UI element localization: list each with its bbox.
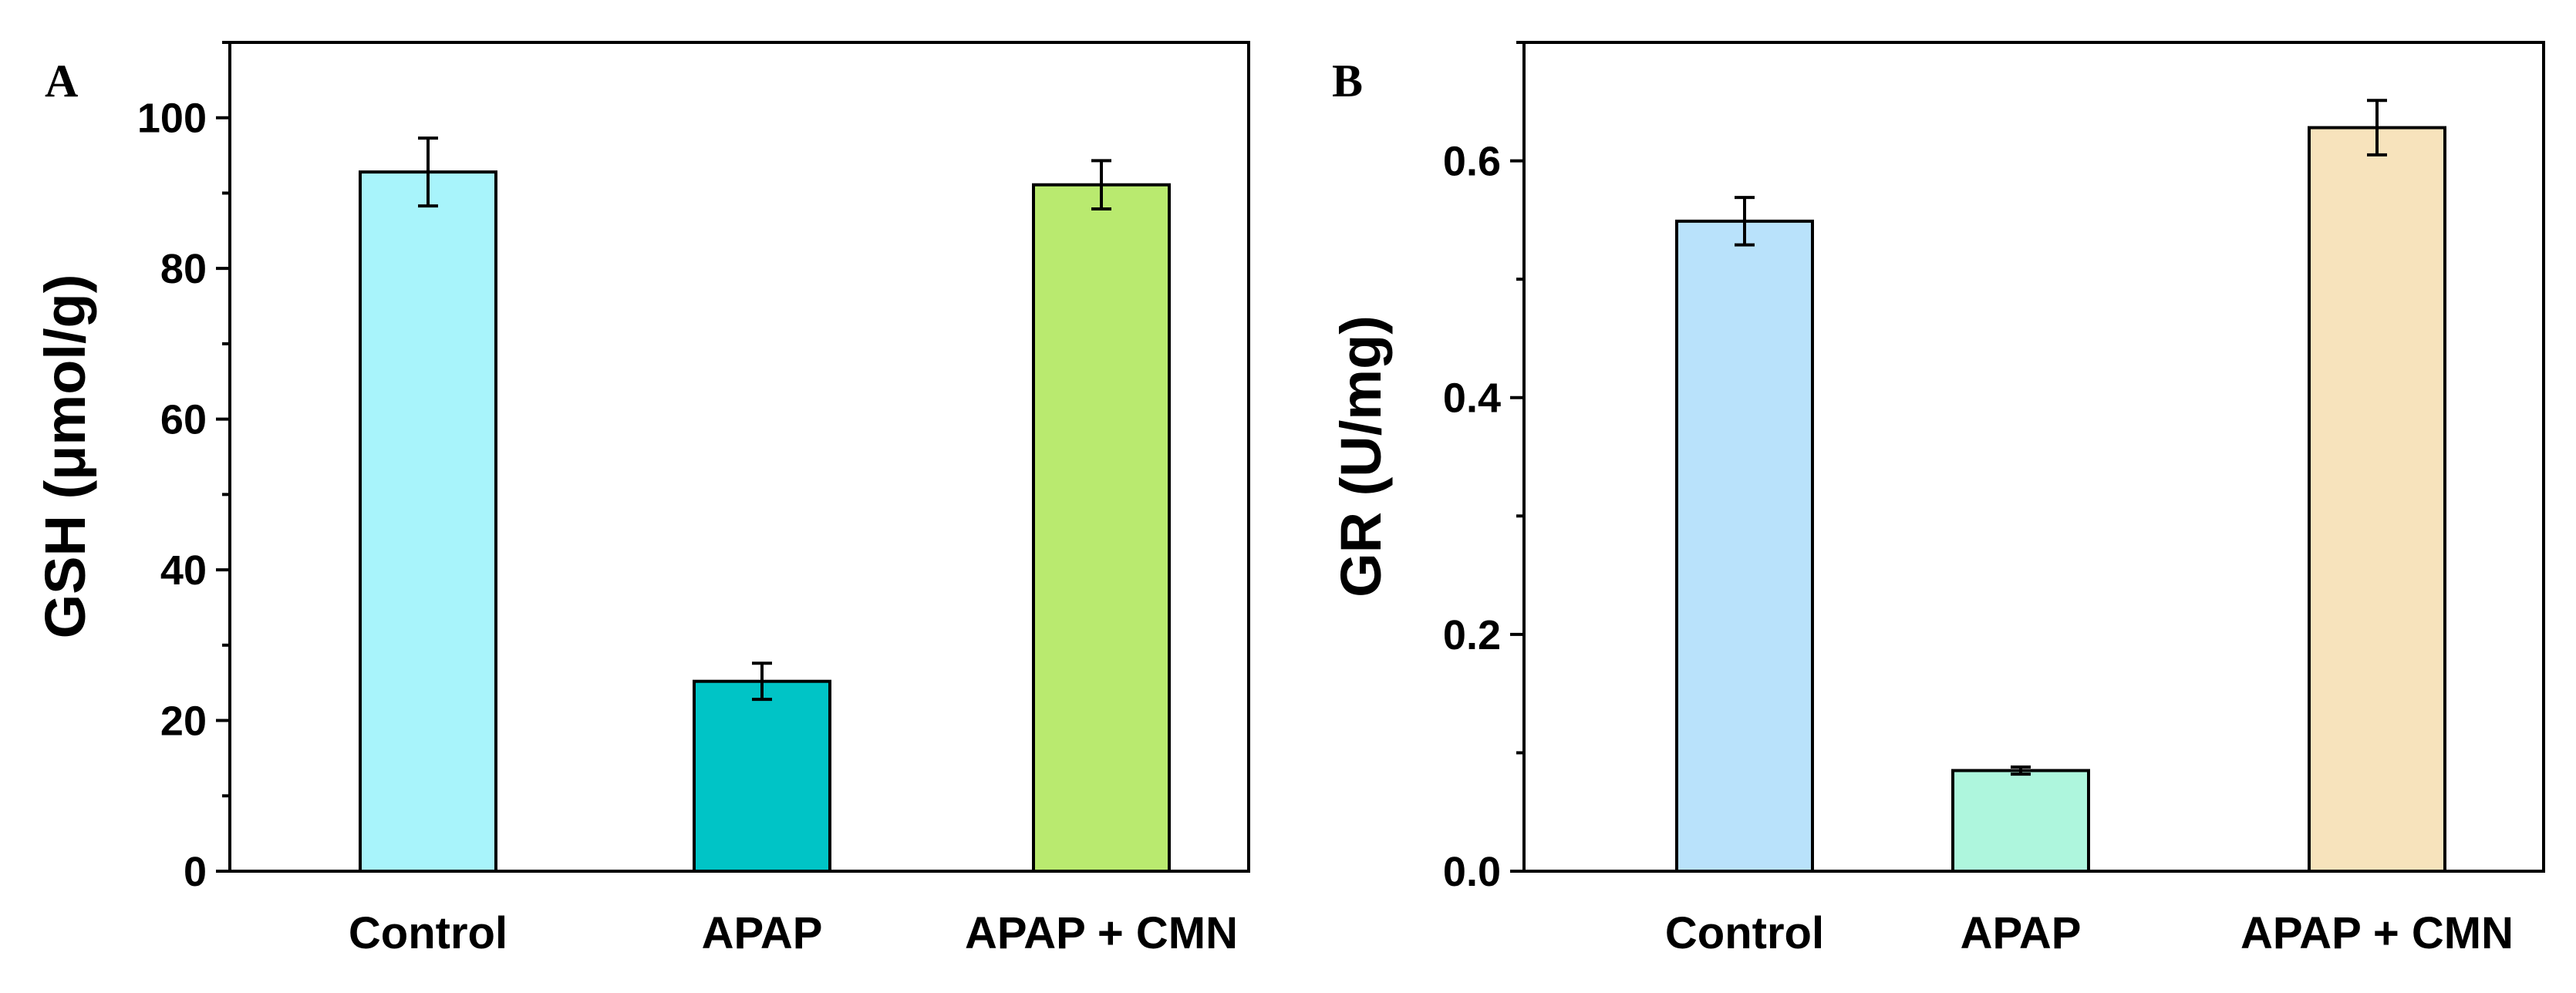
bar-apap-cmn: [2308, 126, 2446, 874]
y-axis-title-b: GR (U/mg): [1329, 315, 1393, 597]
x-tick-label-apap-cmn: APAP + CMN: [2241, 908, 2514, 958]
bar-control: [1675, 219, 1814, 873]
bar-apap: [693, 679, 831, 874]
error-bars-group: [418, 136, 1111, 702]
bar-apap: [1951, 769, 2090, 874]
bar-control: [359, 170, 497, 874]
x-tick-label-apap: APAP: [702, 908, 823, 958]
y-tick-label: 0.4: [1443, 375, 1501, 422]
panel-letter-a: A: [45, 56, 78, 106]
y-tick-label: 0: [184, 849, 207, 895]
y-tick-label: 0.6: [1443, 139, 1501, 185]
panel-letter-b: B: [1332, 56, 1363, 106]
x-tick-label-apap: APAP: [1961, 908, 2082, 958]
x-tick-label-apap-cmn: APAP + CMN: [965, 908, 1238, 958]
plot-frame: [228, 41, 1250, 873]
error-bars-group: [1735, 99, 2387, 776]
y-tick-label: 80: [160, 246, 207, 292]
x-ticks-group: Control APAP APAP + CMN: [349, 908, 1238, 958]
plot-frame: [1522, 41, 2545, 873]
x-tick-label-control: Control: [1665, 908, 1824, 958]
bars-group: [1675, 126, 2446, 874]
bars-group: [359, 170, 1171, 874]
y-ticks-group: 0 20 40 60 80 100: [137, 41, 230, 895]
y-tick-label: 100: [137, 96, 207, 142]
y-tick-label: 0.0: [1443, 849, 1501, 895]
y-tick-label: 60: [160, 397, 207, 443]
y-tick-label: 20: [160, 698, 207, 745]
x-tick-label-control: Control: [349, 908, 507, 958]
chart-panel-a: 0 20 40 60 80 100 Control APAP APAP + CMN A GSH…: [33, 41, 1250, 958]
y-tick-label: 0.2: [1443, 612, 1501, 658]
x-ticks-group: Control APAP APAP + CMN: [1665, 908, 2514, 958]
chart-panel-b: 0.0 0.2 0.4 0.6 Control APAP APAP + CMN B GR …: [1329, 41, 2545, 958]
bar-apap-cmn: [1032, 183, 1171, 874]
y-axis-title-a: GSH (μmol/g): [33, 274, 97, 639]
y-tick-label: 40: [160, 547, 207, 594]
y-ticks-group: 0.0 0.2 0.4 0.6: [1443, 41, 1524, 895]
